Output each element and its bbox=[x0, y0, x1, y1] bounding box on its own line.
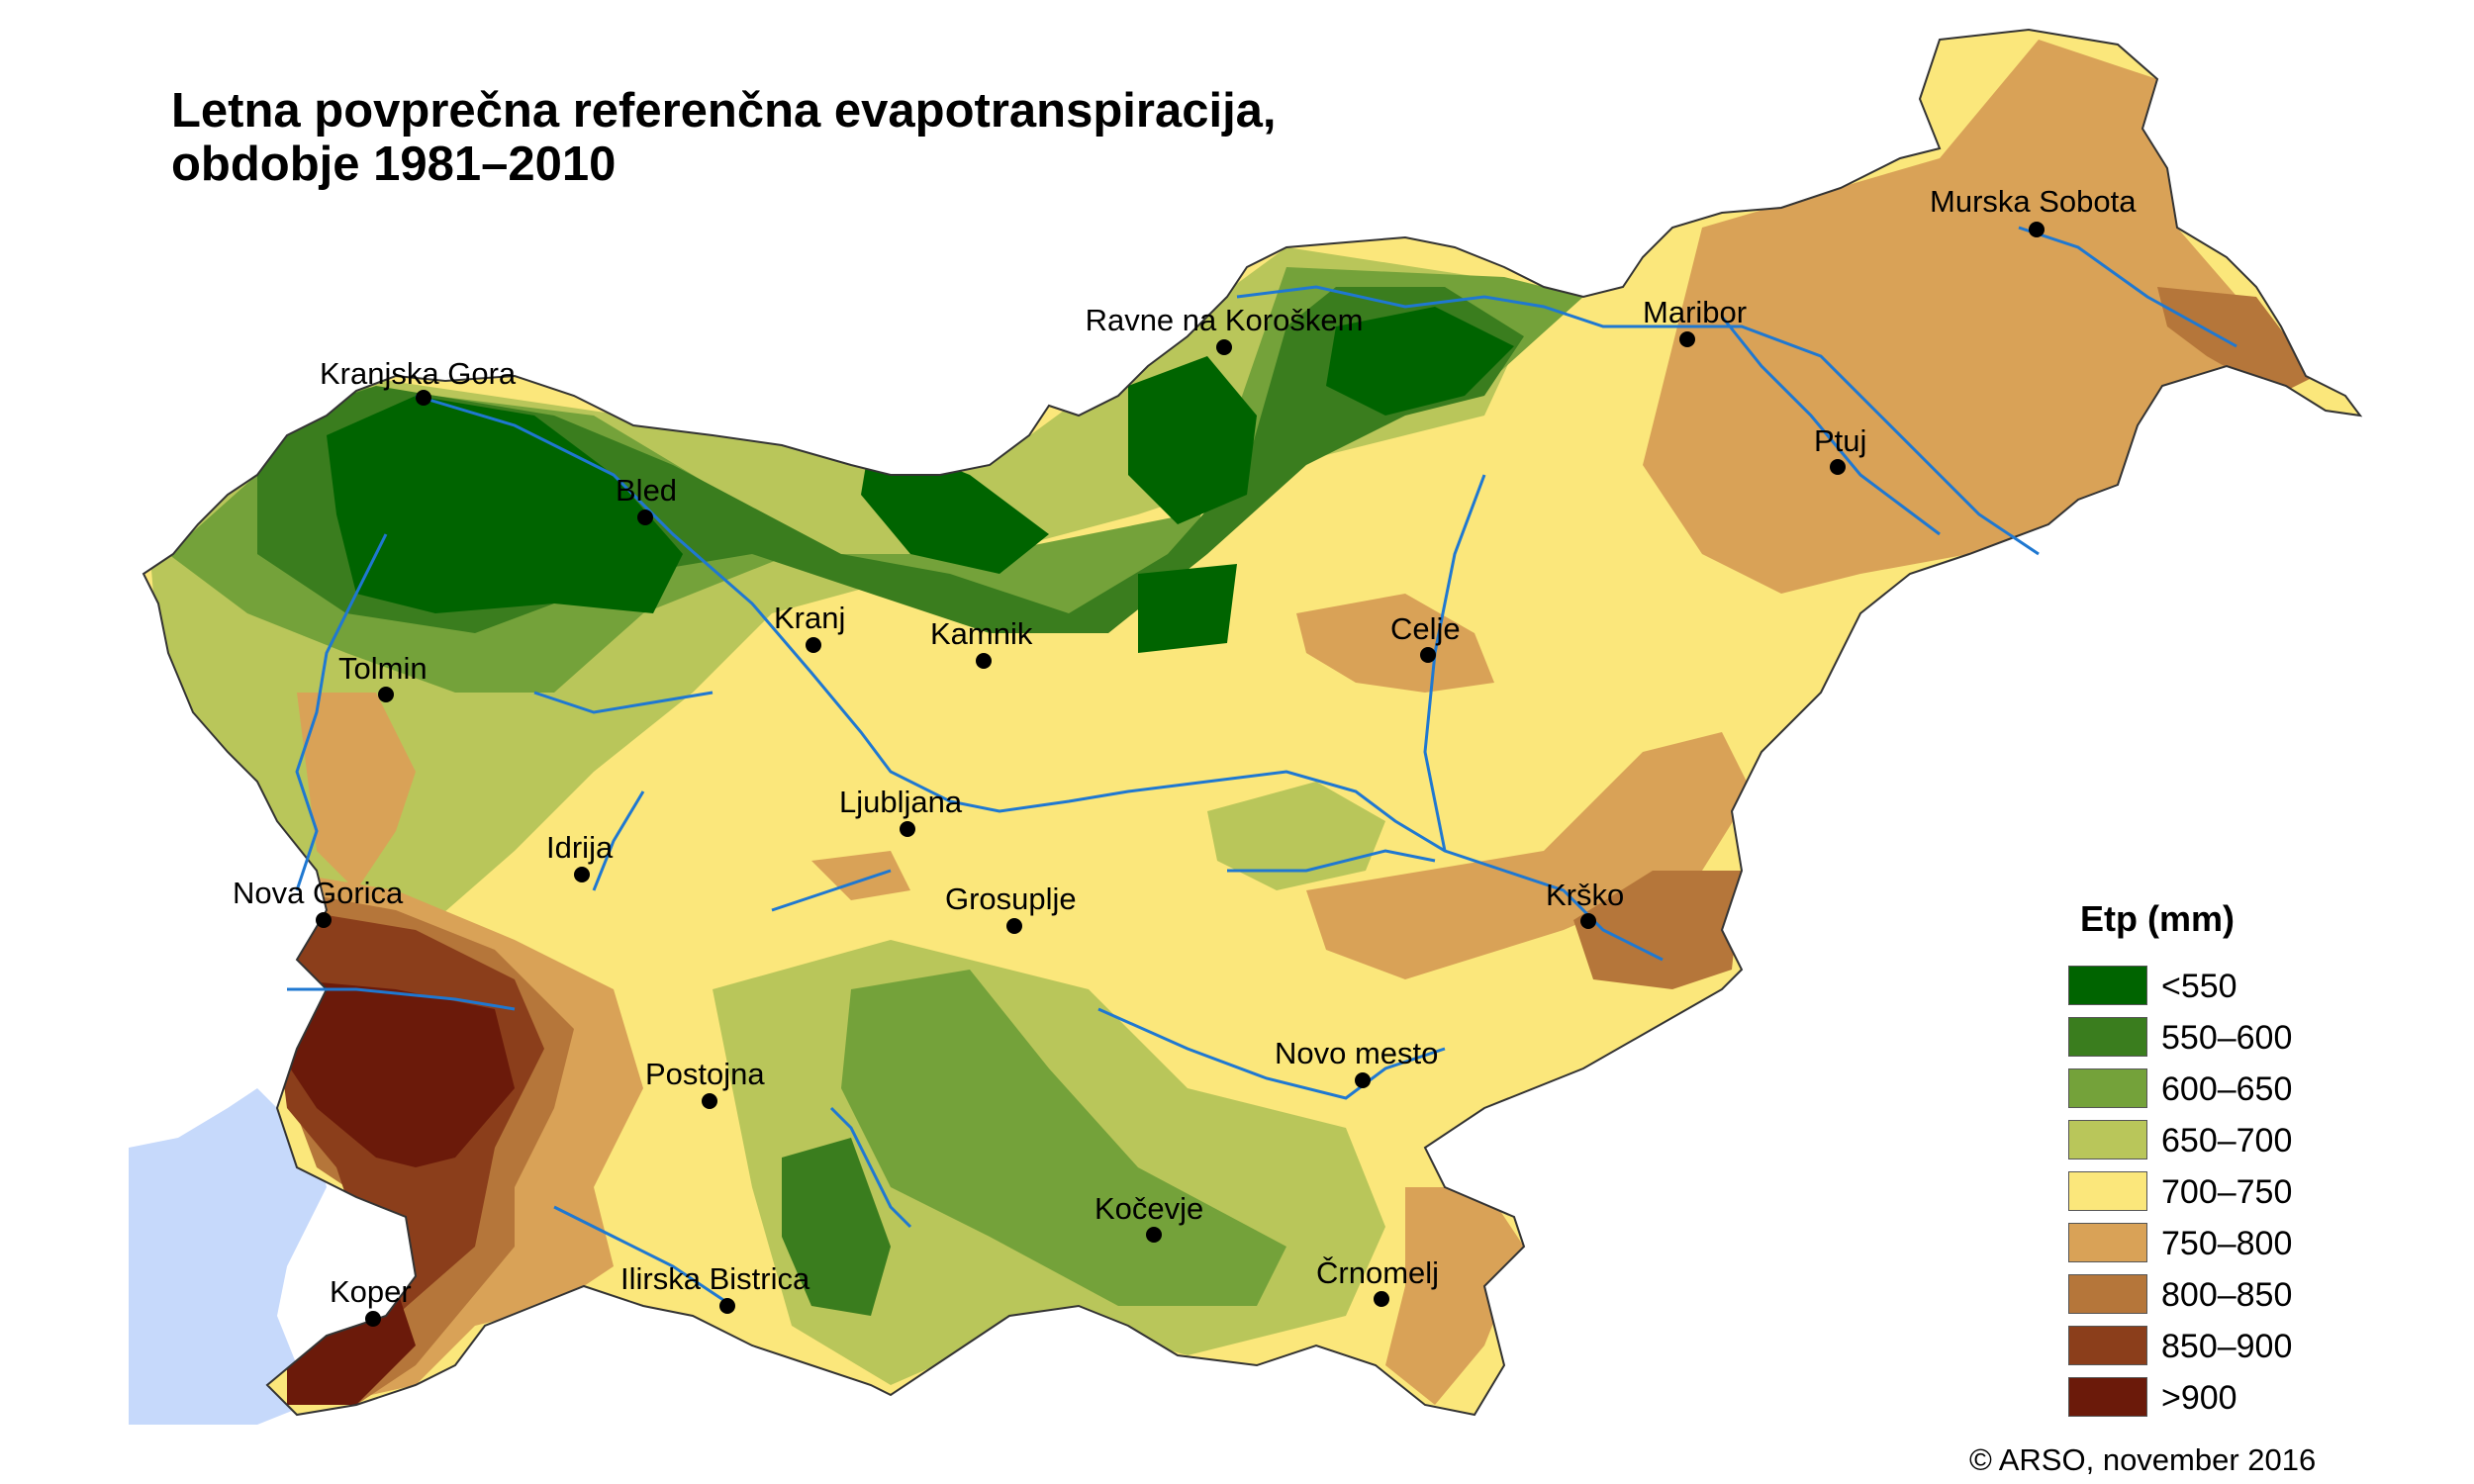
legend-item: >900 bbox=[2068, 1377, 2385, 1417]
map-title-line-1: Letna povprečna referenčna evapotranspir… bbox=[171, 84, 1277, 138]
legend-item: 750–800 bbox=[2068, 1223, 2385, 1262]
city-marker: Črnomelj bbox=[1316, 1255, 1439, 1307]
city-dot bbox=[416, 390, 431, 406]
city-marker: Krško bbox=[1546, 878, 1624, 929]
city-marker: Bled bbox=[616, 473, 677, 525]
city-dot bbox=[378, 687, 394, 702]
legend-label: 550–600 bbox=[2161, 1019, 2293, 1057]
city-dot bbox=[1006, 918, 1022, 934]
city-marker: Ljubljana bbox=[839, 785, 963, 837]
city-dot bbox=[365, 1311, 381, 1327]
legend-label: 650–700 bbox=[2161, 1122, 2293, 1159]
city-marker: Grosuplje bbox=[945, 881, 1077, 934]
city-label: Murska Sobota bbox=[1930, 184, 2137, 219]
city-dot bbox=[1679, 331, 1695, 347]
city-marker: Novo mesto bbox=[1275, 1036, 1438, 1088]
city-label: Ravne na Koroškem bbox=[1086, 303, 1364, 337]
city-marker: Celje bbox=[1390, 611, 1461, 663]
legend: Etp (mm) <550 550–600 600–650 650–700 70… bbox=[2068, 898, 2395, 1433]
city-marker: Ptuj bbox=[1814, 423, 1866, 475]
sea-area bbox=[129, 1088, 327, 1425]
legend-title: Etp (mm) bbox=[2080, 898, 2235, 939]
city-marker: Nova Gorica bbox=[233, 876, 404, 928]
city-label: Grosuplje bbox=[945, 881, 1077, 916]
city-label: Nova Gorica bbox=[233, 876, 404, 910]
city-label: Tolmin bbox=[338, 651, 428, 686]
legend-item: 700–750 bbox=[2068, 1171, 2385, 1211]
legend-swatch bbox=[2068, 966, 2147, 1005]
city-label: Novo mesto bbox=[1275, 1036, 1438, 1070]
city-label: Črnomelj bbox=[1316, 1255, 1439, 1290]
rivers bbox=[287, 226, 2237, 1308]
city-dot bbox=[702, 1093, 717, 1109]
legend-label: 750–800 bbox=[2161, 1225, 2293, 1262]
map-title-line-2: obdobje 1981–2010 bbox=[171, 138, 617, 191]
legend-swatch bbox=[2068, 1377, 2147, 1417]
city-label: Ljubljana bbox=[839, 785, 963, 819]
city-label: Kranj bbox=[774, 601, 845, 635]
city-label: Bled bbox=[616, 473, 677, 508]
city-marker: Postojna bbox=[645, 1057, 765, 1109]
city-marker: Murska Sobota bbox=[1930, 184, 2137, 237]
city-label: Kamnik bbox=[930, 616, 1033, 651]
legend-item: 550–600 bbox=[2068, 1017, 2385, 1057]
city-label: Celje bbox=[1390, 611, 1461, 646]
legend-label: <550 bbox=[2161, 968, 2237, 1005]
city-dot bbox=[1420, 647, 1436, 663]
city-dot bbox=[1830, 459, 1846, 475]
legend-swatch bbox=[2068, 1171, 2147, 1211]
city-marker: Idrija bbox=[546, 830, 614, 882]
city-label: Kočevje bbox=[1094, 1191, 1203, 1226]
legend-label: 600–650 bbox=[2161, 1070, 2293, 1108]
legend-swatch bbox=[2068, 1068, 2147, 1108]
city-label: Ilirska Bistrica bbox=[620, 1261, 810, 1296]
city-dot bbox=[574, 867, 590, 882]
city-label: Postojna bbox=[645, 1057, 765, 1091]
copyright-credit: © ARSO, november 2016 bbox=[1969, 1442, 2317, 1477]
city-label: Krško bbox=[1546, 878, 1624, 912]
city-dot bbox=[1374, 1291, 1389, 1307]
city-dot bbox=[719, 1298, 735, 1314]
city-dot bbox=[2029, 222, 2045, 237]
city-dot bbox=[316, 912, 332, 928]
city-marker: Ilirska Bistrica bbox=[620, 1261, 810, 1314]
legend-swatch bbox=[2068, 1017, 2147, 1057]
legend-item: <550 bbox=[2068, 966, 2385, 1005]
city-marker: Tolmin bbox=[338, 651, 428, 702]
city-label: Koper bbox=[330, 1274, 412, 1309]
legend-swatch bbox=[2068, 1223, 2147, 1262]
city-marker: Maribor bbox=[1643, 295, 1747, 347]
legend-item: 600–650 bbox=[2068, 1068, 2385, 1108]
city-dot bbox=[1355, 1072, 1371, 1088]
legend-item: 650–700 bbox=[2068, 1120, 2385, 1159]
legend-label: 800–850 bbox=[2161, 1276, 2293, 1314]
legend-label: >900 bbox=[2161, 1379, 2237, 1417]
city-dot bbox=[900, 821, 915, 837]
city-marker: Kranj bbox=[774, 601, 845, 653]
city-dot bbox=[1580, 913, 1596, 929]
city-marker: Ravne na Koroškem bbox=[1086, 303, 1364, 355]
city-dot bbox=[976, 653, 992, 669]
city-marker: Kranjska Gora bbox=[320, 356, 517, 406]
legend-item: 800–850 bbox=[2068, 1274, 2385, 1314]
city-label: Maribor bbox=[1643, 295, 1747, 329]
city-label: Ptuj bbox=[1814, 423, 1866, 458]
city-marker: Kamnik bbox=[930, 616, 1033, 669]
city-label: Kranjska Gora bbox=[320, 356, 517, 391]
city-dot bbox=[1146, 1227, 1162, 1243]
legend-item: 850–900 bbox=[2068, 1326, 2385, 1365]
legend-label: 700–750 bbox=[2161, 1173, 2293, 1211]
city-dot bbox=[637, 510, 653, 525]
city-label: Idrija bbox=[546, 830, 614, 865]
legend-swatch bbox=[2068, 1120, 2147, 1159]
city-marker: Kočevje bbox=[1094, 1191, 1203, 1243]
city-marker: Koper bbox=[330, 1274, 412, 1327]
city-markers: Murska Sobota Maribor Ravne na Koroškem Kra… bbox=[233, 184, 2137, 1327]
legend-swatch bbox=[2068, 1274, 2147, 1314]
city-dot bbox=[1216, 339, 1232, 355]
legend-swatch bbox=[2068, 1326, 2147, 1365]
city-dot bbox=[806, 637, 821, 653]
legend-label: 850–900 bbox=[2161, 1328, 2293, 1365]
